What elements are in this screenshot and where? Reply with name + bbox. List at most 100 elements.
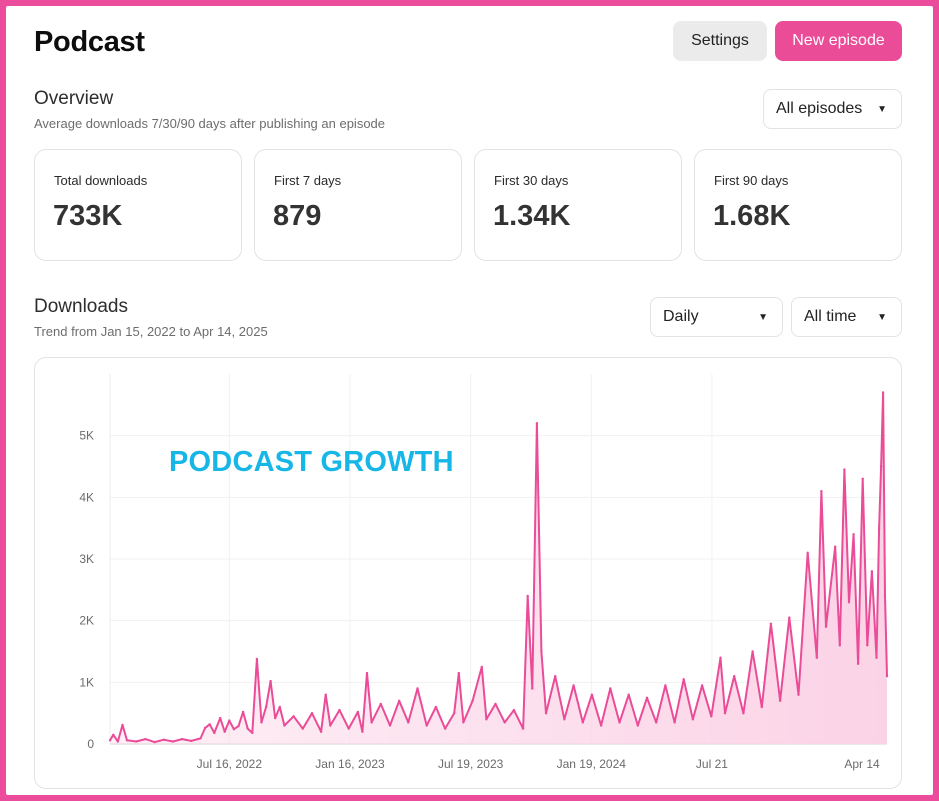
data-point bbox=[682, 678, 685, 681]
data-point bbox=[329, 724, 332, 727]
data-point bbox=[347, 727, 350, 730]
overlay-title: PODCAST GROWTH bbox=[169, 446, 454, 478]
caret-down-icon: ▼ bbox=[877, 311, 887, 323]
data-point bbox=[870, 570, 874, 573]
downloads-chart: 0 1K 2K 3K 4K 5K Jul 16, 2022 Jan 16, 2023 Jul 1… bbox=[34, 357, 902, 789]
data-point bbox=[742, 712, 745, 715]
data-point bbox=[531, 687, 534, 690]
data-point bbox=[778, 699, 782, 702]
stat-label: First 7 days bbox=[274, 173, 342, 188]
data-point bbox=[480, 665, 483, 669]
data-point bbox=[398, 699, 401, 702]
y-tick-label: 4K bbox=[79, 490, 94, 504]
data-point bbox=[443, 727, 447, 730]
data-point bbox=[599, 724, 603, 727]
data-point bbox=[319, 730, 323, 733]
data-point bbox=[788, 616, 791, 619]
data-point bbox=[310, 712, 314, 715]
data-point bbox=[135, 740, 138, 743]
data-point bbox=[365, 671, 369, 675]
stat-card-first-7-days: First 7 days 879 bbox=[254, 149, 462, 261]
data-point bbox=[356, 710, 360, 714]
data-point bbox=[834, 545, 837, 548]
data-point bbox=[125, 739, 129, 742]
data-point bbox=[203, 726, 207, 730]
data-point bbox=[246, 727, 249, 730]
data-point bbox=[112, 733, 115, 736]
range-select[interactable]: All time ▼ bbox=[791, 297, 902, 337]
episode-filter-value: All episodes bbox=[776, 100, 863, 117]
data-point bbox=[434, 705, 438, 709]
data-point bbox=[292, 715, 295, 718]
data-point bbox=[241, 710, 245, 714]
data-point bbox=[815, 656, 818, 659]
downloads-subtitle: Trend from Jan 15, 2022 to Apr 14, 2025 bbox=[34, 324, 268, 339]
data-point bbox=[879, 465, 883, 468]
y-tick-label: 1K bbox=[79, 675, 94, 689]
data-point bbox=[264, 705, 268, 709]
data-point bbox=[219, 716, 222, 720]
data-point bbox=[190, 739, 193, 743]
y-tick-label: 0 bbox=[87, 737, 94, 751]
interval-select[interactable]: Daily ▼ bbox=[650, 297, 783, 337]
settings-button[interactable]: Settings bbox=[673, 21, 767, 61]
data-point bbox=[255, 657, 259, 661]
data-point bbox=[554, 675, 557, 678]
caret-down-icon: ▼ bbox=[758, 311, 768, 323]
range-value: All time bbox=[804, 308, 857, 325]
stat-card-first-30-days: First 30 days 1.34K bbox=[474, 149, 682, 261]
data-point bbox=[237, 724, 240, 728]
stat-value: 1.68K bbox=[713, 200, 791, 232]
x-tick-label: Jul 21 bbox=[696, 757, 728, 771]
data-point bbox=[847, 601, 851, 604]
stat-label: Total downloads bbox=[54, 173, 148, 188]
data-point bbox=[512, 708, 516, 712]
series-area bbox=[110, 392, 887, 744]
stat-card-total-downloads: Total downloads 733K bbox=[34, 149, 242, 261]
data-point bbox=[590, 693, 594, 696]
data-point bbox=[875, 656, 878, 659]
data-point bbox=[121, 723, 124, 727]
data-point bbox=[521, 727, 525, 730]
stat-label: First 30 days bbox=[494, 173, 569, 188]
data-point bbox=[719, 656, 722, 659]
y-tick-label: 2K bbox=[79, 614, 94, 628]
data-point bbox=[274, 716, 277, 720]
stat-value: 733K bbox=[53, 200, 123, 232]
data-point bbox=[691, 718, 695, 721]
data-point bbox=[838, 644, 841, 647]
data-point bbox=[673, 721, 676, 724]
data-point bbox=[700, 684, 704, 687]
data-point bbox=[535, 422, 539, 425]
data-point bbox=[572, 684, 575, 687]
data-point bbox=[877, 527, 881, 530]
data-point bbox=[609, 687, 612, 690]
y-tick-label: 5K bbox=[79, 429, 94, 443]
data-point bbox=[733, 675, 736, 678]
x-tick-label: Jan 16, 2023 bbox=[315, 757, 385, 771]
data-point bbox=[453, 712, 456, 715]
data-point bbox=[485, 718, 488, 721]
data-point bbox=[883, 594, 887, 598]
data-point bbox=[636, 724, 639, 727]
data-point bbox=[228, 719, 231, 722]
data-point bbox=[710, 715, 713, 718]
overview-title: Overview bbox=[34, 88, 114, 109]
data-point bbox=[199, 737, 202, 740]
overview-subtitle: Average downloads 7/30/90 days after pub… bbox=[34, 116, 386, 131]
data-point bbox=[388, 724, 392, 727]
new-episode-button[interactable]: New episode bbox=[775, 21, 902, 61]
episode-filter-select[interactable]: All episodes ▼ bbox=[763, 89, 902, 129]
data-point bbox=[213, 731, 216, 735]
data-point bbox=[881, 391, 885, 394]
interval-value: Daily bbox=[663, 308, 699, 325]
data-point bbox=[618, 721, 621, 724]
data-point bbox=[544, 712, 548, 715]
data-point bbox=[852, 533, 855, 536]
data-point bbox=[866, 644, 869, 647]
data-point bbox=[645, 696, 649, 699]
data-point bbox=[251, 731, 254, 735]
data-point bbox=[655, 721, 658, 724]
data-point bbox=[820, 490, 823, 493]
data-point bbox=[824, 625, 828, 628]
